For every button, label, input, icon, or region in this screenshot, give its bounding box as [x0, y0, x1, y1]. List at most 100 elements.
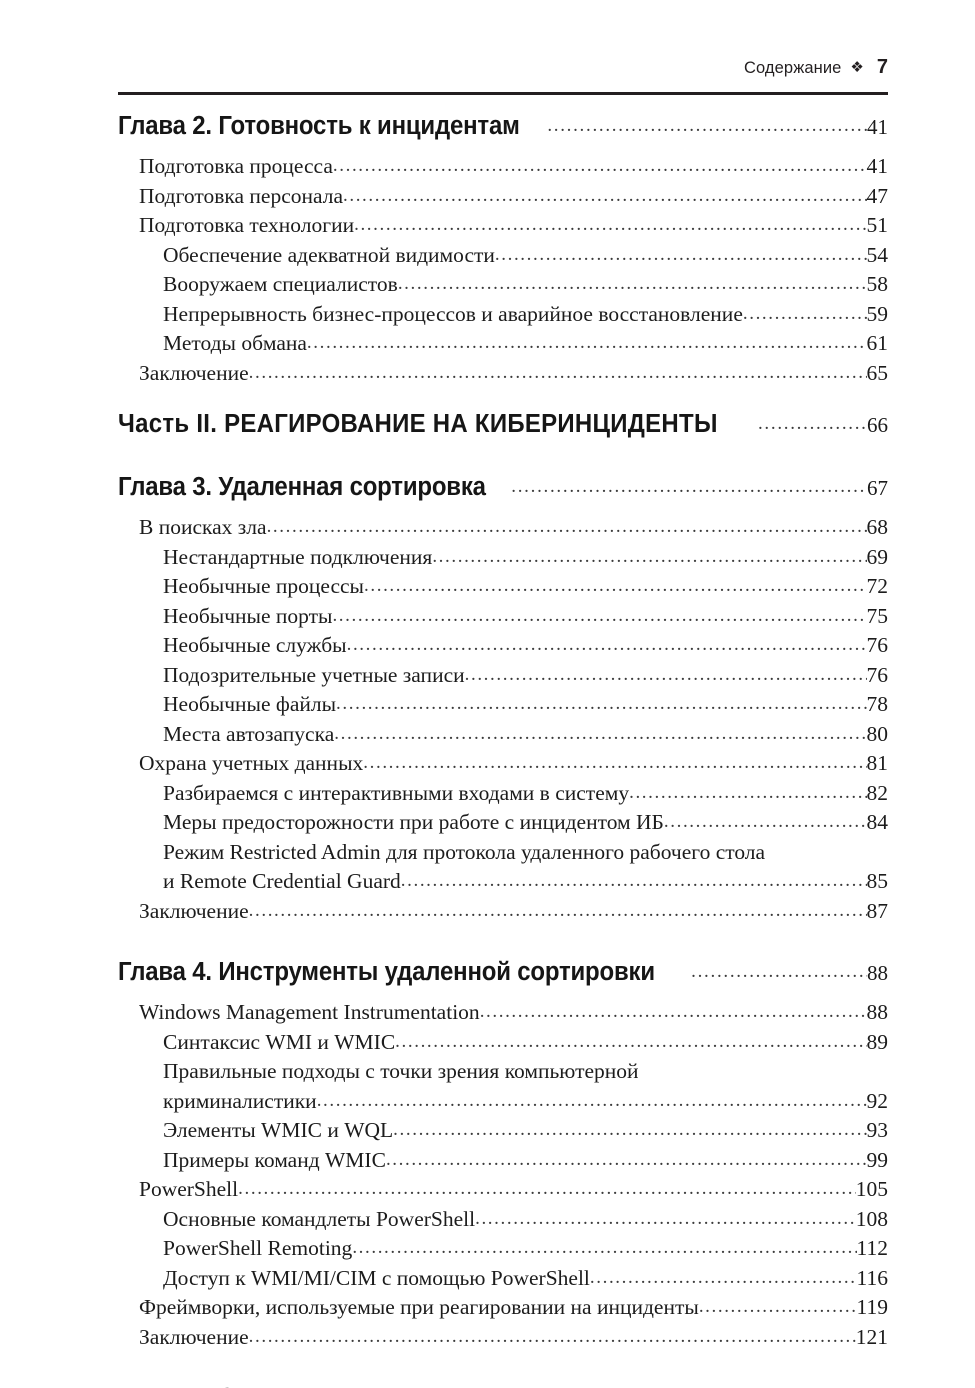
toc-entry[interactable]: Нестандартные подключения 69 [118, 545, 888, 575]
toc-leader-dots [332, 605, 866, 627]
toc-entry[interactable]: и Remote Credential Guard 85 [118, 869, 888, 899]
toc-entry[interactable]: PowerShell Remoting 112 [118, 1236, 888, 1266]
toc-leader-dots [343, 185, 867, 207]
toc-leader-dots [699, 1296, 857, 1318]
table-of-contents: Глава 2. Готовность к инцидентам41 Подгот… [118, 112, 888, 1388]
toc-entry[interactable]: Основные командлеты PowerShell 108 [118, 1207, 888, 1237]
toc-entry-page-number: 51 [866, 213, 889, 237]
toc-entry-line[interactable]: Правильные подходы с точки зрения компью… [118, 1059, 888, 1089]
toc-entry[interactable]: Необычные порты 75 [118, 604, 888, 634]
toc-entry-label: Заключение [139, 360, 249, 385]
toc-entry[interactable]: Элементы WMIC и WQL 93 [118, 1118, 888, 1148]
toc-chapter-heading[interactable]: Глава 3. Удаленная сортировка 67 [118, 473, 888, 506]
toc-entry[interactable]: PowerShell 105 [118, 1177, 888, 1207]
toc-entry-label: Часть II. РЕАГИРОВАНИЕ НА КИБЕРИНЦИДЕНТЫ [118, 410, 718, 438]
toc-leader-dots [465, 664, 867, 686]
toc-leader-dots [758, 413, 867, 435]
heading-spacer [118, 145, 888, 154]
toc-entry-label: Необычные службы [163, 633, 347, 657]
toc-entry[interactable]: Вооружаем специалистов 58 [118, 272, 888, 302]
toc-entry-page-number: 69 [866, 544, 889, 569]
toc-entry[interactable]: Подготовка технологии 51 [118, 213, 888, 243]
toc-leader-dots [386, 1149, 867, 1171]
toc-entry[interactable]: Windows Management Instrumentation 88 [118, 1000, 888, 1030]
toc-chapter-heading[interactable]: Глава 2. Готовность к инцидентам 41 [118, 112, 888, 145]
toc-entry-page-number: 76 [866, 662, 889, 687]
toc-leader-dots [398, 273, 867, 295]
toc-entry-label: Нестандартные подключения [163, 544, 433, 569]
toc-entry[interactable]: Методы обмана 61 [118, 331, 888, 361]
toc-entry[interactable]: Синтаксис WMI и WMIC 89 [118, 1030, 888, 1060]
toc-entry[interactable]: Подготовка персонала 47 [118, 184, 888, 214]
toc-entry-page-number: 76 [866, 633, 889, 657]
toc-entry[interactable]: Обеспечение адекватной видимости 54 [118, 243, 888, 273]
running-head-title: Содержание [743, 59, 842, 77]
toc-entry[interactable]: Заключение 65 [118, 361, 888, 391]
toc-entry[interactable]: Необычные процессы 72 [118, 574, 888, 604]
toc-entry-label: Вооружаем специалистов [163, 272, 398, 296]
toc-entry[interactable]: Необычные файлы 78 [118, 692, 888, 722]
toc-leader-dots [336, 693, 866, 715]
diamond-cluster-icon: ❖ [850, 58, 864, 76]
toc-leader-dots [432, 546, 866, 568]
toc-entry-page-number: 116 [856, 1265, 888, 1290]
toc-entry-page-number: 85 [866, 869, 889, 893]
toc-entry[interactable]: Заключение 121 [118, 1325, 888, 1355]
toc-entry-label: Подготовка технологии [139, 213, 355, 237]
toc-entry[interactable]: Доступ к WMI/MI/CIM с помощью PowerShell… [118, 1266, 888, 1296]
toc-entry[interactable]: Заключение 87 [118, 899, 888, 929]
toc-chapter-heading[interactable]: Глава 4. Инструменты удаленной сортировк… [118, 958, 888, 991]
toc-entry[interactable]: В поисках зла 68 [118, 515, 888, 545]
toc-entry-label: Подозрительные учетные записи [163, 662, 465, 687]
header-divider [118, 92, 888, 95]
toc-entry-page-number: 82 [866, 780, 889, 805]
toc-entry-label: Методы обмана [163, 331, 307, 355]
toc-entry-label: Глава 3. Удаленная сортировка [118, 473, 486, 501]
toc-entry-label: Режим Restricted Admin для протокола уда… [163, 839, 766, 864]
toc-entry-label: Глава 4. Инструменты удаленной сортировк… [118, 958, 655, 986]
toc-entry-page-number: 89 [866, 1029, 889, 1054]
section-spacer [118, 390, 888, 410]
toc-entry-label: Фреймворки, используемые при реагировани… [139, 1295, 699, 1319]
toc-entry[interactable]: Меры предосторожности при работе с инцид… [118, 810, 888, 840]
toc-entry-line[interactable]: Режим Restricted Admin для протокола уда… [118, 840, 888, 870]
toc-entry-label: Подготовка персонала [139, 183, 343, 208]
toc-entry[interactable]: Подготовка процесса 41 [118, 154, 888, 184]
toc-entry-label: и Remote Credential Guard [163, 869, 401, 893]
toc-entry-label: Доступ к WMI/MI/CIM с помощью PowerShell [163, 1265, 590, 1290]
section-spacer [118, 1354, 888, 1384]
toc-entry[interactable]: Подозрительные учетные записи 76 [118, 663, 888, 693]
toc-entry-page-number: 93 [866, 1118, 889, 1142]
page-number-folio: 7 [876, 56, 888, 78]
toc-entry-label: Необычные файлы [163, 692, 337, 716]
toc-entry-page-number: 84 [866, 810, 889, 834]
toc-entry-label: Меры предосторожности при работе с инцид… [163, 810, 664, 834]
toc-entry[interactable]: Охрана учетных данных 81 [118, 751, 888, 781]
toc-entry-page-number: 47 [866, 183, 889, 208]
toc-entry[interactable]: Примеры команд WMIC 99 [118, 1148, 888, 1178]
toc-entry[interactable]: Места автозапуска 80 [118, 722, 888, 752]
toc-leader-dots [743, 303, 867, 325]
toc-entry-page-number: 75 [866, 603, 889, 628]
toc-entry[interactable]: Необычные службы 76 [118, 633, 888, 663]
toc-entry-label: Основные командлеты PowerShell [163, 1206, 476, 1231]
toc-entry-label: Windows Management Instrumentation [139, 1000, 480, 1024]
toc-entry[interactable]: Непрерывность бизнес-процессов и аварийн… [118, 302, 888, 332]
section-spacer [118, 443, 888, 473]
toc-entry-label: Элементы WMIC и WQL [163, 1118, 394, 1142]
toc-entry-page-number: 87 [866, 898, 889, 923]
toc-leader-dots [347, 634, 867, 656]
toc-entry-label: Непрерывность бизнес-процессов и аварийн… [163, 301, 743, 326]
toc-entry[interactable]: криминалистики 92 [118, 1089, 888, 1119]
toc-part-heading[interactable]: Часть II. РЕАГИРОВАНИЕ НА КИБЕРИНЦИДЕНТЫ… [118, 410, 888, 443]
toc-entry-page-number: 80 [866, 721, 889, 746]
toc-entry-label: Необычные порты [163, 603, 333, 628]
toc-entry-label: Заключение [139, 898, 249, 923]
toc-entry-page-number: 92 [866, 1088, 889, 1113]
toc-leader-dots [691, 961, 867, 983]
toc-chapter-heading[interactable]: Глава 5. Создание дампа памяти123 [118, 1384, 888, 1388]
toc-entry[interactable]: Фреймворки, используемые при реагировани… [118, 1295, 888, 1325]
toc-entry[interactable]: Разбираемся с интерактивными входами в с… [118, 781, 888, 811]
toc-entry-page-number: 59 [866, 301, 889, 326]
